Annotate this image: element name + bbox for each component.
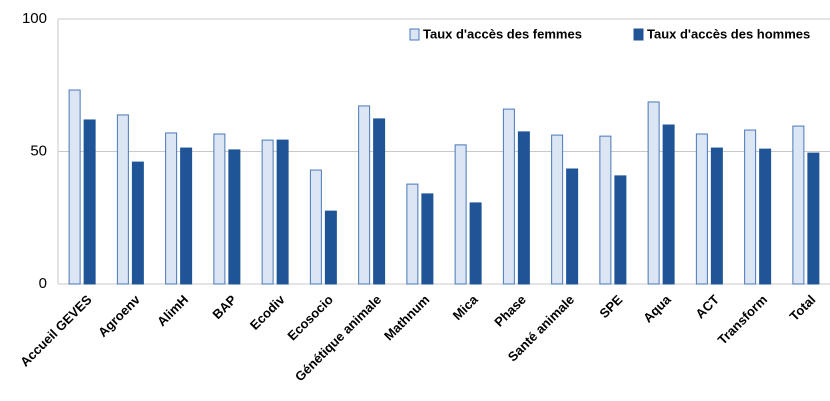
- bar: [662, 124, 675, 285]
- bar: [614, 175, 627, 285]
- bar: [180, 147, 193, 285]
- legend-label: Taux d'accès des hommes: [647, 26, 810, 41]
- bar: [517, 131, 530, 285]
- x-tick-label: Phase: [491, 292, 529, 330]
- bar: [551, 134, 564, 285]
- bar: [131, 161, 144, 285]
- x-tick-label: Ecosocio: [284, 292, 336, 344]
- bar: [261, 139, 274, 285]
- bar: [373, 118, 386, 285]
- bar: [213, 133, 226, 285]
- x-tick-label: Agroenv: [95, 291, 143, 339]
- bar: [695, 133, 708, 285]
- bar: [744, 129, 757, 285]
- x-tick-label: Aqua: [640, 291, 674, 325]
- x-tick-label: Mica: [450, 291, 482, 323]
- bar: [116, 114, 129, 285]
- x-tick-label: AlimH: [154, 292, 191, 329]
- bar: [792, 125, 805, 285]
- bar: [599, 135, 612, 285]
- bar: [469, 202, 482, 285]
- bar: [502, 108, 515, 285]
- legend-label: Taux d'accès des femmes: [423, 26, 582, 41]
- bar: [647, 101, 660, 285]
- bar: [759, 148, 772, 285]
- y-tick-label: 50: [30, 142, 47, 159]
- bar: [807, 152, 820, 285]
- x-tick-label: Total: [787, 292, 819, 324]
- x-tick-label: Ecodiv: [247, 291, 288, 332]
- x-tick-label: Accueil GEVES: [17, 292, 95, 370]
- bar: [421, 193, 434, 285]
- x-tick-label: Transform: [715, 292, 771, 348]
- legend-swatch: [409, 28, 420, 41]
- x-tick-label: ACT: [692, 292, 722, 322]
- bar: [276, 139, 289, 285]
- x-tick-label: Mathnum: [381, 292, 432, 343]
- bar: [358, 105, 371, 285]
- bar: [406, 183, 419, 285]
- bar: [710, 147, 723, 285]
- legend-swatch: [633, 28, 644, 41]
- bar: [165, 132, 178, 285]
- bar: [324, 210, 337, 285]
- bar: [309, 169, 322, 285]
- bar: [83, 119, 96, 285]
- x-tick-label: Génétique animale: [292, 292, 384, 384]
- bar: [566, 168, 579, 285]
- x-tick-label: SPE: [596, 292, 625, 321]
- x-tick-label: BAP: [209, 292, 239, 322]
- bar: [228, 149, 241, 285]
- bar: [68, 89, 81, 285]
- bar: [454, 144, 467, 285]
- y-tick-label: 0: [39, 275, 47, 292]
- y-tick-label: 100: [22, 10, 47, 27]
